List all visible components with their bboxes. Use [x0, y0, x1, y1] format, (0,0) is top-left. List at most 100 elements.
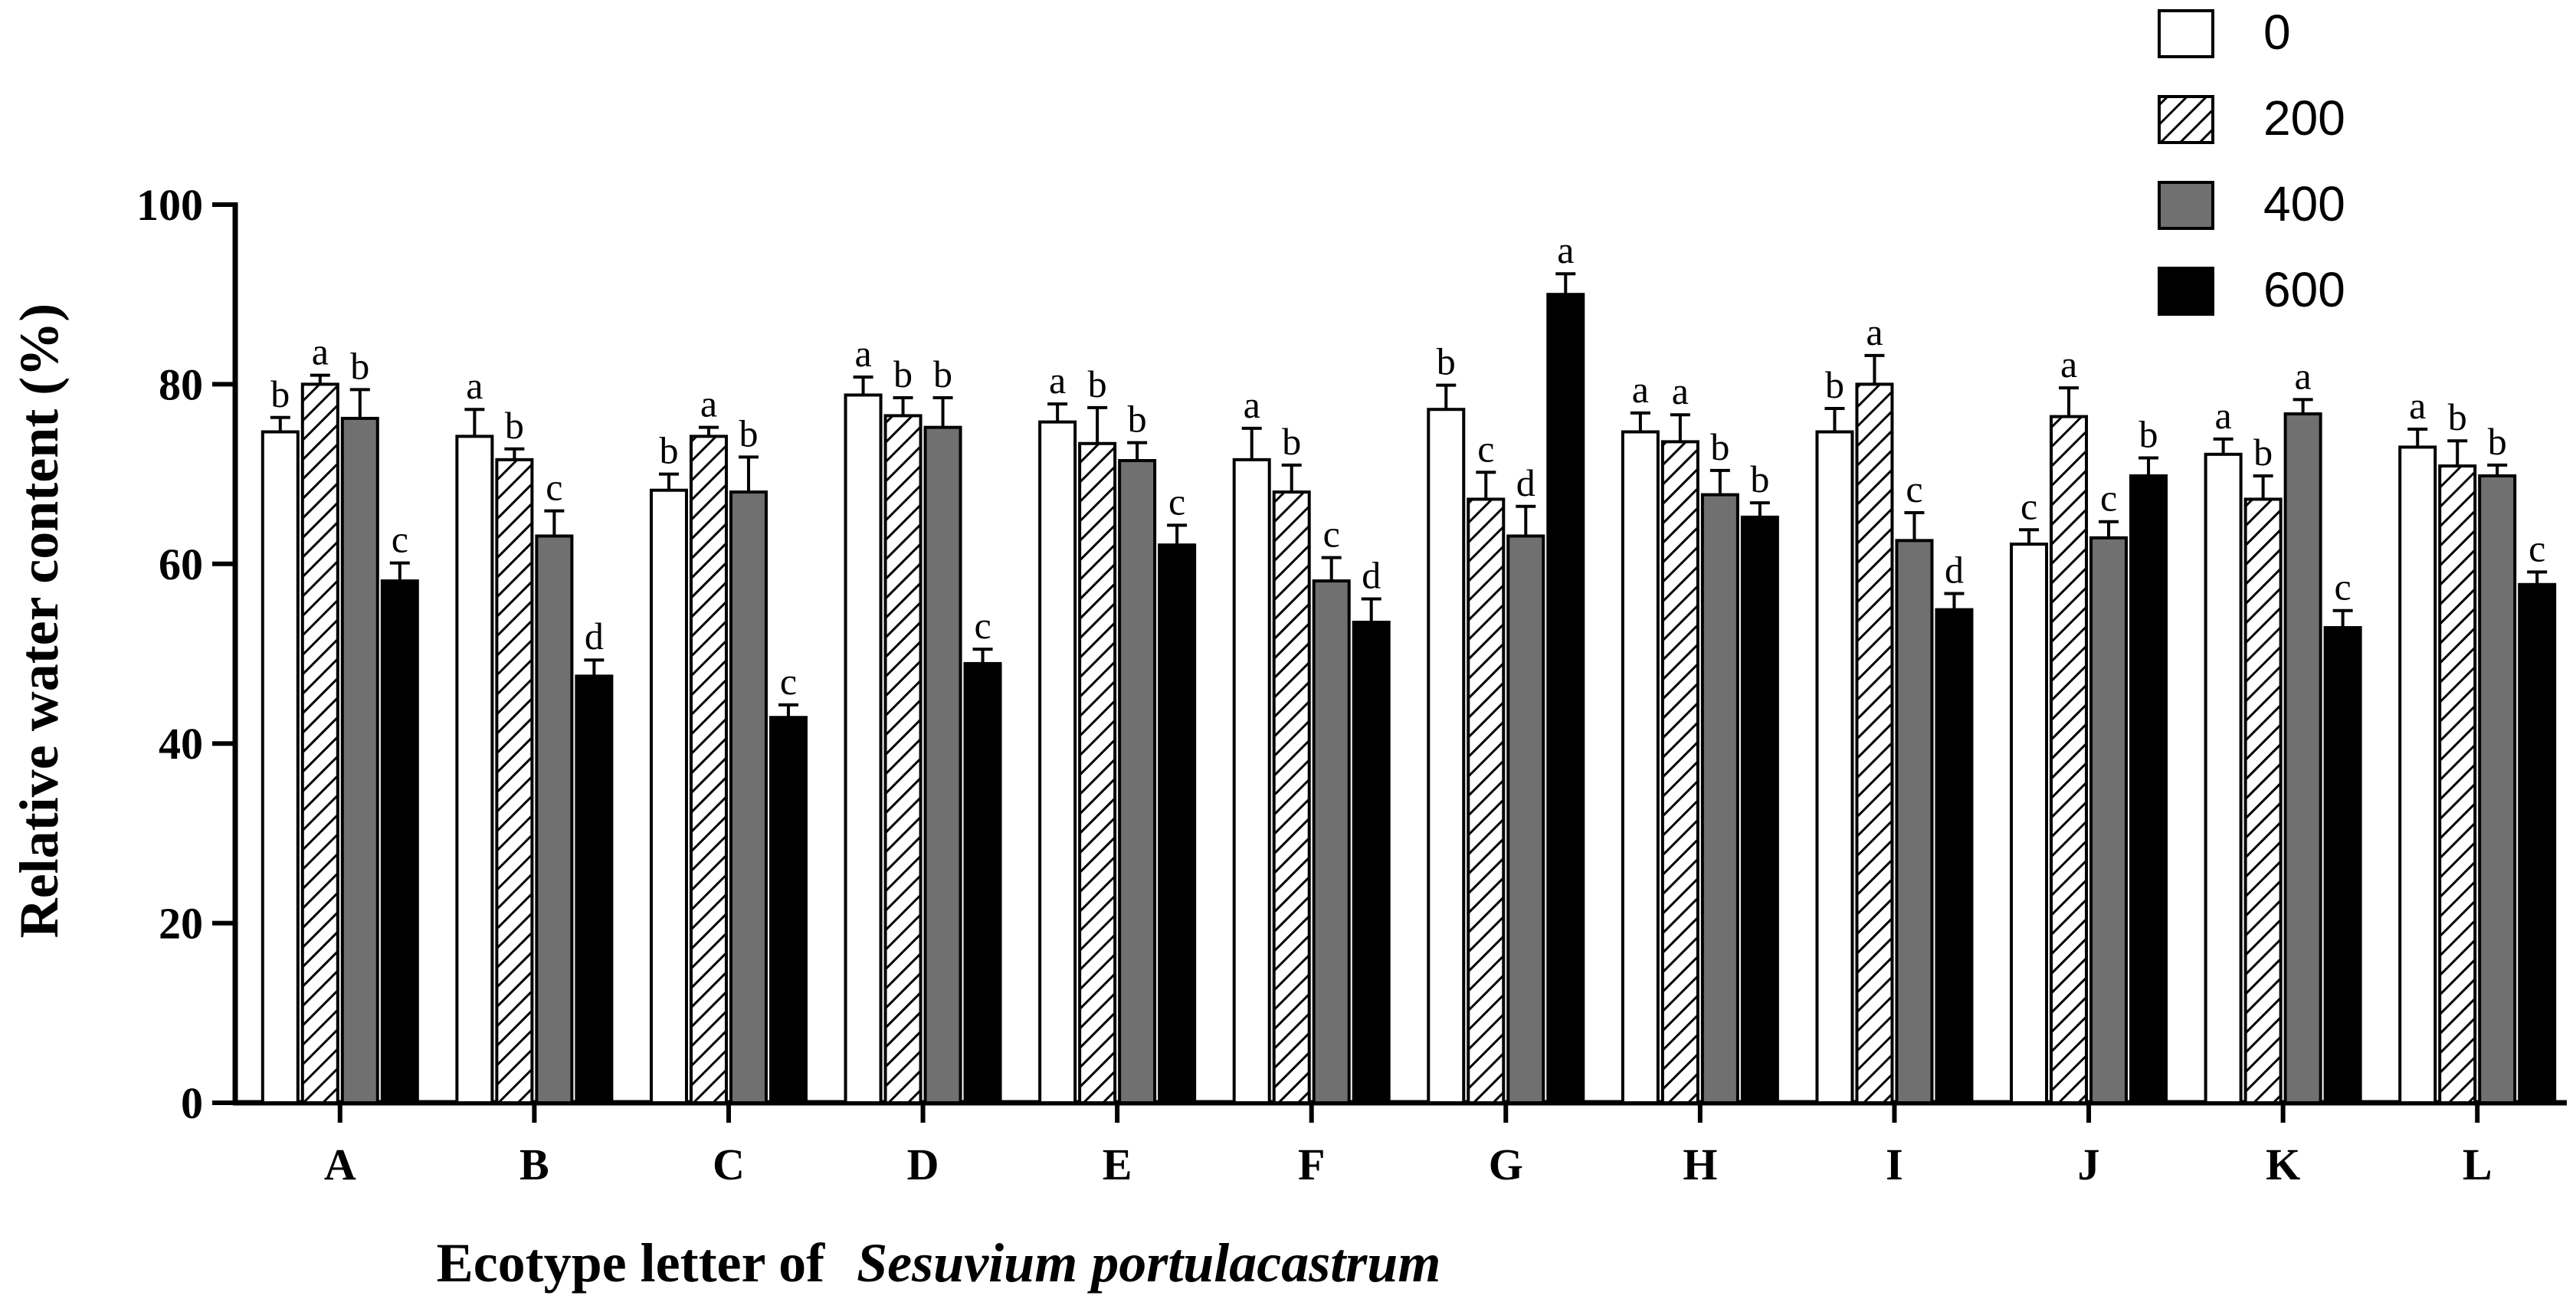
bar [1660, 440, 1699, 1104]
significance-letter: c [2020, 484, 2037, 527]
bar [2478, 474, 2517, 1104]
significance-letter: a [1244, 383, 1260, 426]
y-tick-label: 60 [159, 540, 203, 589]
significance-letter: c [1906, 467, 1922, 510]
significance-letter: b [2253, 431, 2273, 474]
y-tick-label: 20 [159, 899, 203, 949]
bar [2518, 582, 2557, 1104]
significance-letter: a [1557, 228, 1574, 271]
bar [844, 393, 883, 1104]
significance-letter: a [1632, 368, 1649, 411]
bar [1312, 579, 1351, 1104]
bar [2204, 452, 2243, 1104]
x-tick-label: F [1298, 1140, 1325, 1189]
x-tick-label: E [1103, 1140, 1132, 1189]
y-tick-label: 100 [136, 180, 203, 230]
significance-letter: a [2409, 384, 2426, 427]
bar [1352, 620, 1391, 1104]
significance-letter: c [2100, 477, 2117, 520]
significance-letter: a [1049, 359, 1066, 402]
bar [2323, 626, 2362, 1104]
bar [495, 458, 534, 1104]
bar [2129, 474, 2168, 1104]
legend-swatch [2158, 95, 2214, 144]
significance-letter: c [780, 660, 797, 703]
significance-letter: b [270, 372, 290, 415]
significance-letter: b [350, 344, 369, 387]
significance-letter: a [2295, 354, 2312, 397]
significance-letter: b [1710, 425, 1729, 468]
significance-letter: d [1516, 461, 1535, 504]
bar [1621, 430, 1660, 1104]
bar [2243, 497, 2283, 1104]
bar [883, 414, 923, 1104]
bar [261, 430, 300, 1104]
significance-letter: b [933, 353, 952, 395]
significance-letter: b [1750, 458, 1769, 500]
significance-letter: c [974, 604, 991, 647]
bar [1546, 293, 1585, 1105]
significance-letter: a [2060, 343, 2077, 385]
x-tick-label: I [1886, 1140, 1903, 1189]
bar [1232, 458, 1271, 1104]
x-tick-label: H [1683, 1140, 1717, 1189]
bar [1935, 608, 1974, 1104]
legend: 0 200 400 600 [2158, 5, 2345, 317]
x-axis-title: Ecotype letter of Sesuvium portulacastru… [437, 1232, 1441, 1294]
bar [2283, 412, 2322, 1104]
bar [380, 579, 419, 1104]
significance-letter: a [700, 382, 717, 425]
bar [1038, 420, 1077, 1104]
axes: 0 20 40 60 80 100 A B C D E F G H I J K L [136, 180, 2567, 1189]
legend-label: 0 [2263, 5, 2291, 60]
bar [1272, 490, 1311, 1104]
bar [1118, 459, 1157, 1104]
x-tick-label: A [324, 1140, 356, 1189]
significance-letter: b [1282, 420, 1301, 463]
significance-letter: c [2335, 566, 2352, 608]
y-tick-label: 40 [159, 719, 203, 769]
bar [1895, 539, 1934, 1104]
bar [963, 661, 1002, 1104]
bar [300, 382, 339, 1104]
significance-letter: c [2528, 526, 2545, 569]
significance-letter: c [546, 466, 562, 509]
bar [1855, 382, 1894, 1104]
bar [689, 435, 728, 1104]
legend-swatch [2158, 267, 2214, 316]
bar [649, 488, 688, 1104]
bar [340, 416, 379, 1104]
bar [1427, 408, 1466, 1104]
significance-letter: c [1477, 427, 1494, 470]
significance-letter: b [2448, 395, 2467, 438]
x-tick-label: K [2266, 1140, 2300, 1189]
significance-letter: a [466, 364, 483, 407]
bar [1815, 430, 1854, 1104]
bar [455, 435, 494, 1104]
x-tick-label: D [907, 1140, 939, 1189]
legend-swatch [2158, 181, 2214, 230]
bars [261, 272, 2557, 1105]
bar [923, 425, 962, 1104]
significance-letter: b [505, 404, 524, 447]
legend-label: 600 [2263, 262, 2345, 317]
bar [1740, 515, 1779, 1104]
significance-letter: c [1323, 513, 1340, 556]
bar [769, 716, 808, 1104]
legend-label: 400 [2263, 176, 2345, 231]
bar [1158, 543, 1197, 1104]
significance-letter: b [2488, 420, 2507, 463]
bar [1700, 493, 1739, 1104]
y-axis-title: Relative water content (%) [8, 303, 70, 938]
bar [2089, 536, 2129, 1104]
significance-letter: a [2215, 394, 2232, 437]
bar [729, 490, 768, 1104]
significance-letter: d [585, 615, 604, 658]
significance-letter: c [1168, 480, 1185, 523]
significance-letter: a [312, 330, 329, 373]
significance-letter: b [1825, 363, 1844, 406]
bar [2010, 543, 2049, 1104]
significance-letter: d [1945, 548, 1964, 591]
